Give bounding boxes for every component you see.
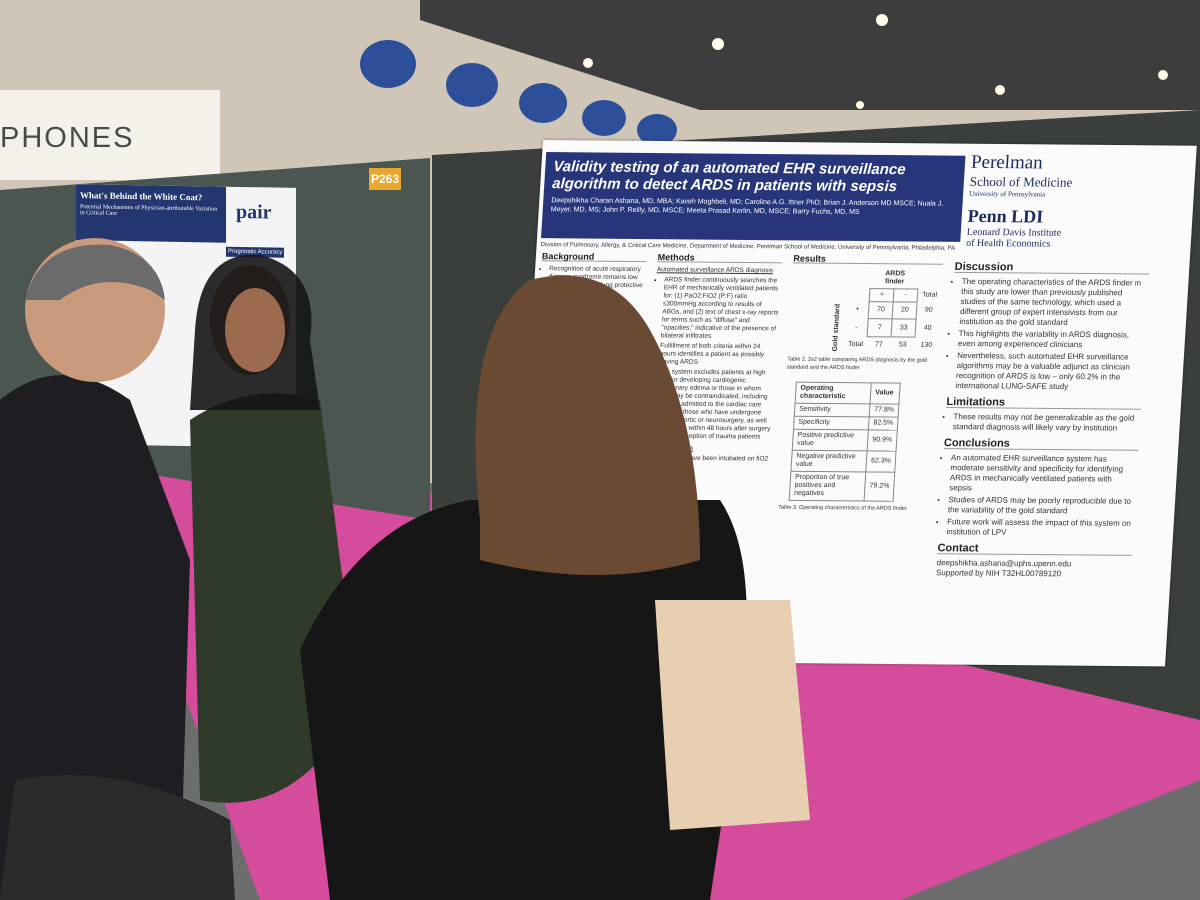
man [0,238,235,900]
lights [583,14,1168,109]
poster-number: P263 [369,168,401,190]
booth-sign [0,90,220,180]
booth-sign-text: PHONES [0,122,135,154]
ducts [360,40,677,146]
ceiling [420,0,1200,110]
attendee [300,275,810,900]
